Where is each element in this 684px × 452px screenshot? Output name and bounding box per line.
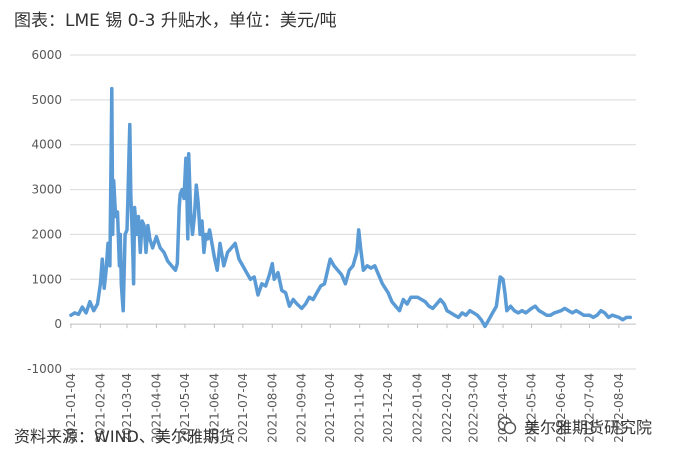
- x-tick-label: 2021-12-04: [381, 373, 395, 443]
- gridlines: [70, 54, 636, 370]
- x-tick-label: 2022-05-04: [525, 373, 539, 443]
- x-tick-label: 2022-08-04: [612, 373, 626, 443]
- x-tick-label: 2021-03-04: [120, 373, 134, 443]
- x-tick-label: 2021-06-04: [207, 373, 221, 443]
- y-tick-label: 0: [54, 317, 62, 331]
- x-tick-label: 2022-01-04: [411, 373, 425, 443]
- wechat-icon: [497, 416, 517, 435]
- watermark: 美尔雅期货研究院: [496, 414, 652, 438]
- x-tick-label: 2021-07-04: [236, 373, 250, 443]
- y-tick-label: 6000: [31, 48, 62, 62]
- x-tick-label: 2021-09-04: [295, 373, 309, 443]
- x-tick-label: 2021-08-04: [265, 373, 279, 443]
- x-tick-label: 2022-03-04: [467, 373, 481, 443]
- x-tick-label: 2022-07-04: [582, 373, 596, 443]
- x-tick-label: 2021-11-04: [353, 373, 367, 443]
- x-tick-label: 2021-02-04: [93, 373, 107, 443]
- y-tick-label: 3000: [31, 183, 62, 197]
- chart-title: 图表：LME 锡 0-3 升贴水，单位：美元/吨: [14, 11, 337, 31]
- x-tick-label: 2022-02-04: [440, 373, 454, 443]
- source-note: 资料来源：WIND、美尔雅期货: [14, 427, 235, 446]
- watermark-text: 美尔雅期货研究院: [524, 418, 653, 437]
- y-axis-ticks: 6000 5000 4000 3000 2000 1000 0 -1000: [27, 48, 62, 376]
- y-tick-label: 5000: [31, 93, 62, 107]
- x-tick-label: 2021-01-04: [64, 373, 78, 443]
- y-tick-label: 2000: [31, 227, 62, 241]
- y-tick-label: -1000: [27, 362, 62, 376]
- x-tick-label: 2021-04-04: [149, 373, 163, 443]
- series-group: [69, 86, 633, 329]
- y-tick-label: 1000: [31, 272, 62, 286]
- y-tick-label: 4000: [31, 138, 62, 152]
- x-axis-ticks: 2021-01-04 2021-02-04 2021-03-04 2021-04-04…: [64, 324, 626, 443]
- x-tick-label: 2021-05-04: [178, 373, 192, 443]
- series-line: [69, 86, 633, 329]
- x-tick-label: 2021-10-04: [323, 373, 337, 443]
- x-tick-label: 2022-06-04: [554, 373, 568, 443]
